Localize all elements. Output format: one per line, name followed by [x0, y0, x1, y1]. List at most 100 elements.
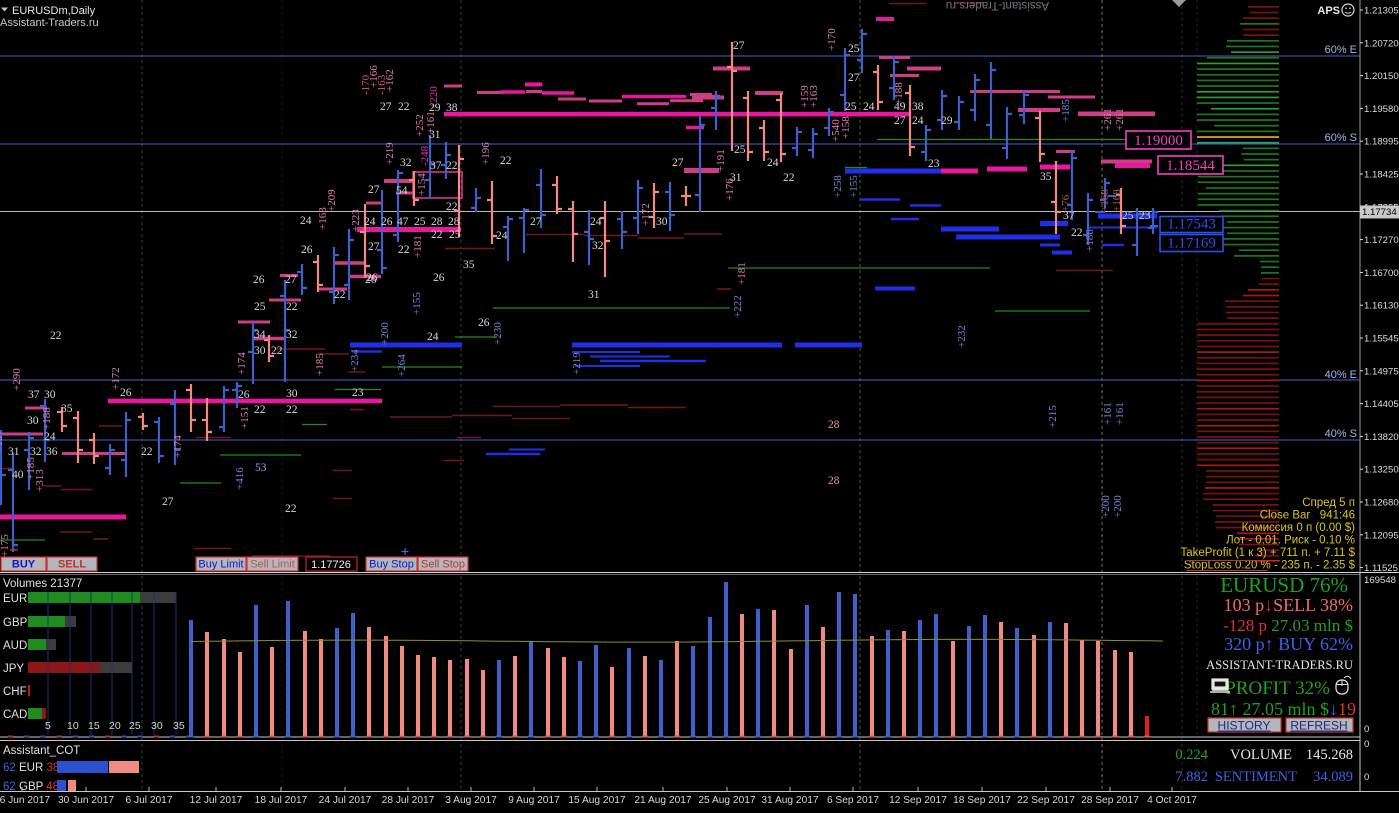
- svg-text:40: 40: [12, 469, 24, 481]
- svg-text:+219: +219: [384, 142, 396, 165]
- svg-text:10: 10: [67, 720, 79, 732]
- svg-text:22: 22: [334, 289, 346, 301]
- svg-text:34.089: 34.089: [1313, 769, 1353, 785]
- svg-text:+172: +172: [110, 367, 122, 390]
- svg-text:-170: -170: [360, 74, 372, 95]
- svg-text:0: 0: [1364, 772, 1369, 783]
- svg-text:60% S: 60% S: [1325, 132, 1357, 144]
- svg-text:+258: +258: [832, 175, 844, 198]
- svg-text:1.21305: 1.21305: [1364, 6, 1399, 17]
- svg-text:22: 22: [286, 301, 298, 313]
- svg-text:35: 35: [1040, 171, 1052, 183]
- svg-text:EUR: EUR: [3, 593, 27, 605]
- svg-text:+219: +219: [571, 352, 583, 375]
- svg-text:26: 26: [120, 387, 132, 399]
- svg-text:1.13820: 1.13820: [1364, 432, 1399, 443]
- svg-text:0: 0: [1364, 739, 1369, 750]
- svg-text:53: 53: [255, 462, 267, 474]
- svg-text:5: 5: [45, 720, 51, 732]
- svg-text:Комиссия 0 п (0.00 $): Комиссия 0 п (0.00 $): [1242, 522, 1356, 534]
- svg-text:24: 24: [44, 431, 56, 443]
- svg-text:+163: +163: [808, 85, 820, 108]
- svg-text:+186: +186: [1084, 229, 1096, 252]
- svg-text:30: 30: [27, 415, 39, 427]
- svg-text:+200: +200: [1112, 495, 1124, 518]
- svg-text:1.17169: 1.17169: [1167, 236, 1216, 252]
- svg-text:1.16130: 1.16130: [1364, 301, 1399, 312]
- svg-text:30: 30: [151, 720, 163, 732]
- svg-text:81↑ 27.05 mln $↓19: 81↑ 27.05 mln $↓19: [1211, 699, 1356, 719]
- svg-text:+159: +159: [799, 85, 811, 108]
- svg-text:GBP: GBP: [3, 617, 28, 629]
- svg-text:26: 26: [253, 274, 265, 286]
- svg-text:30: 30: [656, 216, 668, 228]
- svg-text:+168: +168: [1111, 189, 1123, 212]
- svg-text:26: 26: [478, 317, 490, 329]
- svg-text:18 Sep 2017: 18 Sep 2017: [953, 795, 1011, 806]
- svg-text:34: 34: [254, 329, 266, 341]
- svg-text:+222: +222: [732, 295, 744, 318]
- svg-text:1.12095: 1.12095: [1364, 530, 1399, 541]
- svg-text:20: 20: [109, 720, 121, 732]
- svg-text:38: 38: [446, 102, 458, 114]
- svg-text:+167: +167: [0, 430, 5, 453]
- svg-text:1.19000: 1.19000: [1134, 133, 1183, 149]
- svg-text:35: 35: [61, 403, 73, 415]
- svg-text:-248: -248: [419, 145, 431, 166]
- svg-text:1.12680: 1.12680: [1364, 498, 1399, 509]
- svg-text:+162: +162: [384, 69, 396, 92]
- svg-text:1.15545: 1.15545: [1364, 334, 1399, 345]
- svg-text:22: 22: [50, 330, 62, 342]
- svg-text:32: 32: [286, 329, 298, 341]
- svg-text:24: 24: [912, 115, 924, 127]
- svg-text:26: 26: [301, 244, 313, 256]
- svg-text:37: 37: [1063, 210, 1075, 222]
- svg-text:+185: +185: [314, 353, 326, 376]
- svg-text:1.19580: 1.19580: [1364, 104, 1399, 115]
- svg-text:24: 24: [300, 215, 312, 227]
- svg-text:+176: +176: [724, 178, 736, 201]
- svg-text:+261: +261: [1102, 108, 1114, 131]
- svg-text:27: 27: [894, 115, 906, 127]
- svg-text:38: 38: [912, 101, 924, 113]
- svg-text:36: 36: [46, 446, 58, 458]
- svg-text:+161: +161: [1114, 402, 1126, 425]
- svg-text:22: 22: [254, 404, 266, 416]
- svg-text:40% E: 40% E: [1325, 369, 1357, 381]
- svg-text:22: 22: [398, 101, 410, 113]
- svg-text:24: 24: [590, 216, 602, 228]
- svg-text:26: 26: [238, 389, 250, 401]
- svg-text:30: 30: [254, 345, 266, 357]
- svg-text:23: 23: [928, 158, 940, 170]
- svg-text:Лот - 0.01. Риск - 0.10 %: Лот - 0.01. Риск - 0.10 %: [1226, 535, 1355, 547]
- svg-text:31: 31: [8, 446, 20, 458]
- svg-text:32: 32: [30, 446, 42, 458]
- svg-text:22: 22: [446, 201, 458, 213]
- svg-text:37: 37: [430, 160, 442, 172]
- svg-text:+188: +188: [893, 82, 905, 105]
- svg-text:+200: +200: [379, 322, 391, 345]
- svg-text:25: 25: [449, 229, 461, 241]
- svg-text:22: 22: [1071, 227, 1083, 239]
- svg-text:+540: +540: [830, 119, 842, 142]
- svg-text:22: 22: [141, 446, 153, 458]
- svg-text:+172: +172: [640, 203, 652, 226]
- svg-text:+223: +223: [350, 209, 362, 232]
- svg-text:+313: +313: [34, 469, 46, 492]
- svg-text:28: 28: [431, 216, 443, 228]
- svg-text:12 Jul 2017: 12 Jul 2017: [190, 795, 243, 806]
- svg-text:1.13250: 1.13250: [1364, 465, 1399, 476]
- svg-text:+161: +161: [1102, 402, 1114, 425]
- svg-text:SELL: SELL: [58, 559, 86, 571]
- svg-text:CAD: CAD: [3, 709, 27, 721]
- svg-text:25: 25: [414, 216, 426, 228]
- svg-text:REFRESH: REFRESH: [1290, 719, 1347, 733]
- svg-text:47: 47: [397, 216, 409, 228]
- svg-text:BUY: BUY: [12, 559, 36, 571]
- svg-text:-128 p 27.03 mln $: -128 p 27.03 mln $: [1223, 616, 1353, 635]
- svg-text:0.224: 0.224: [1175, 747, 1208, 763]
- svg-text:26: 26: [365, 274, 377, 286]
- svg-text:+191: +191: [715, 149, 727, 172]
- svg-text:JPY: JPY: [3, 663, 24, 675]
- svg-text:22: 22: [398, 244, 410, 256]
